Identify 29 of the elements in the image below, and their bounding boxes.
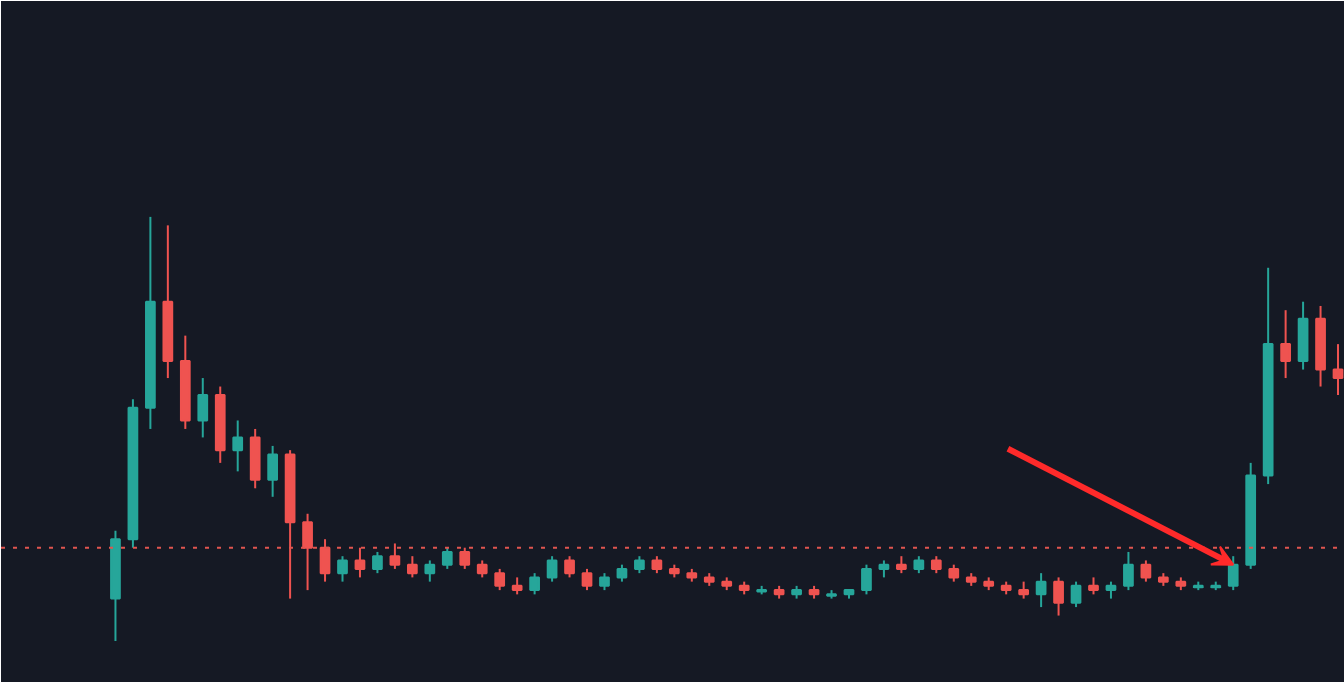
candlestick — [529, 572, 540, 596]
candlestick — [407, 555, 418, 579]
candlestick — [302, 512, 313, 592]
candlestick — [232, 419, 244, 473]
candlestick — [267, 444, 279, 498]
candlestick — [372, 550, 383, 575]
candlestick — [197, 377, 209, 439]
candlestick — [1053, 576, 1064, 617]
candlestick — [581, 567, 593, 592]
candlestick — [319, 538, 331, 583]
candlestick — [1035, 572, 1047, 609]
candlestick — [1297, 300, 1309, 371]
candlestick — [494, 567, 506, 592]
candlestick — [354, 546, 366, 579]
candlestick — [389, 542, 401, 570]
candlestick — [1123, 550, 1134, 592]
candlestick — [1280, 309, 1291, 380]
candlestick — [1332, 343, 1344, 397]
candlestick — [1140, 559, 1152, 583]
candlestick — [459, 546, 471, 570]
candlestick — [1070, 580, 1082, 609]
candlestick — [337, 555, 348, 583]
candlestick — [1227, 555, 1239, 592]
candlestick — [564, 555, 575, 579]
candlestick — [249, 427, 261, 490]
candlestick — [441, 546, 453, 570]
candlestick — [546, 555, 558, 583]
candlestick — [424, 559, 436, 583]
candlestick — [861, 563, 872, 596]
